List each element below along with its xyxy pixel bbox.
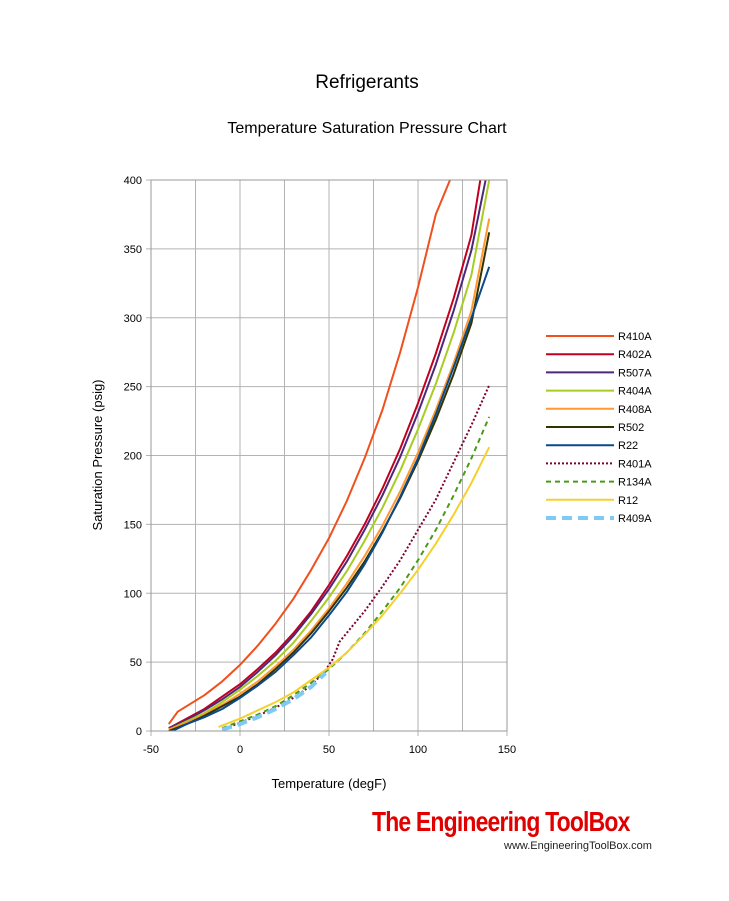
- series-line-r404a: [168, 180, 491, 731]
- grid: [146, 179, 508, 736]
- legend-label: R502: [618, 422, 644, 434]
- y-tick-label: 250: [124, 382, 142, 394]
- y-tick-label: 100: [124, 588, 142, 600]
- legend-label: R22: [618, 440, 638, 452]
- series-line-r408a: [168, 218, 491, 731]
- legend: R410A R402A R507A R404A R408A R502 R22 R401A R13…: [546, 331, 652, 525]
- x-axis-label: Temperature (degF): [272, 776, 387, 791]
- x-tick-label: -50: [143, 744, 159, 756]
- series-line-r401a: [221, 384, 491, 731]
- legend-label: R408A: [618, 404, 652, 416]
- y-tick-label: 0: [136, 726, 142, 738]
- legend-label: R410A: [618, 331, 652, 343]
- y-tick-label: 50: [130, 657, 142, 669]
- legend-label: R404A: [618, 386, 652, 398]
- x-tick-label: 150: [498, 744, 516, 756]
- x-tick-label: 50: [323, 744, 335, 756]
- y-axis-label: Saturation Pressure (psig): [90, 379, 105, 530]
- series-line-r507a: [168, 180, 487, 730]
- brand-logo-text: The Engineering ToolBox: [372, 806, 630, 837]
- chart-subtitle: Temperature Saturation Pressure Chart: [227, 120, 507, 137]
- series-line-r12: [218, 446, 491, 728]
- brand-url[interactable]: www.EngineeringToolBox.com: [504, 840, 652, 852]
- series-line-r502: [168, 232, 491, 731]
- legend-label: R507A: [618, 367, 652, 379]
- legend-label: R134A: [618, 477, 652, 489]
- series-line-r409a: [221, 671, 327, 731]
- series-line-r22: [171, 266, 491, 731]
- plot-area-border: [150, 179, 508, 732]
- chart-title: Refrigerants: [315, 72, 419, 93]
- series-line-r410a: [167, 180, 451, 725]
- x-tick-label: 0: [237, 744, 243, 756]
- legend-label: R401A: [618, 458, 652, 470]
- y-tick-label: 150: [124, 519, 142, 531]
- legend-label: R409A: [618, 513, 652, 525]
- y-tick-label: 350: [124, 244, 142, 256]
- legend-label: R402A: [618, 349, 652, 361]
- y-tick-label: 400: [124, 175, 142, 187]
- series-lines: [167, 180, 491, 731]
- y-tick-label: 300: [124, 313, 142, 325]
- y-tick-label: 200: [124, 451, 142, 463]
- legend-label: R12: [618, 495, 638, 507]
- series-line-r402a: [168, 180, 482, 730]
- series-line-r134a: [221, 416, 491, 730]
- x-tick-label: 100: [409, 744, 427, 756]
